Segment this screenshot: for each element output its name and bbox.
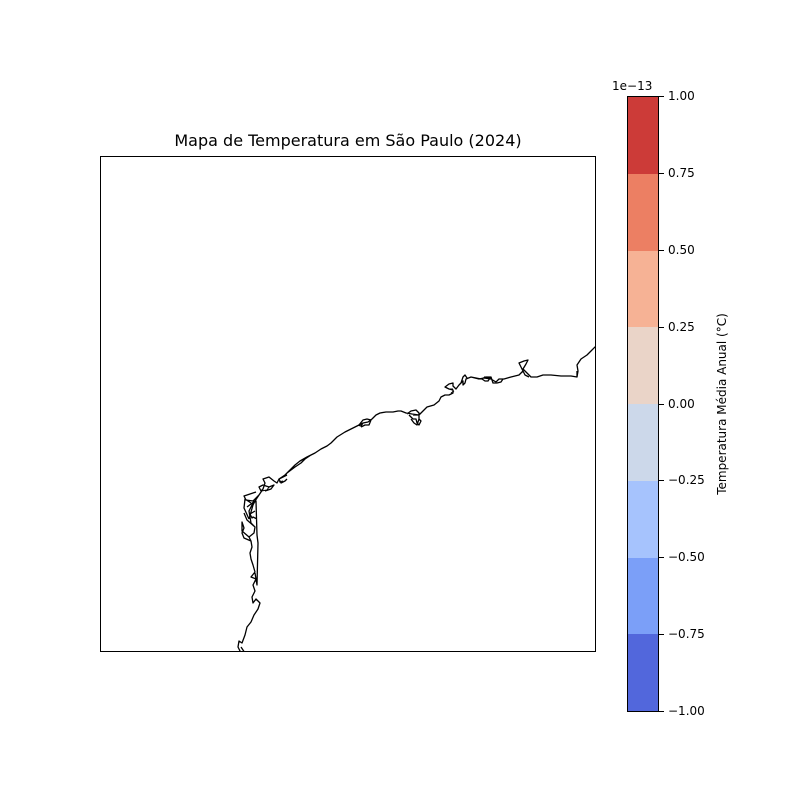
colorbar-level-2 <box>628 250 658 328</box>
colorbar-level-4 <box>628 404 658 482</box>
map-panel[interactable] <box>100 156 596 652</box>
colorbar-tick <box>659 403 664 405</box>
coastline-layer <box>237 346 595 651</box>
colorbar-tick <box>659 249 664 251</box>
colorbar-tick <box>659 634 664 636</box>
colorbar <box>627 96 659 712</box>
map-title: Mapa de Temperatura em São Paulo (2024) <box>174 131 522 150</box>
colorbar-tick-label: 0.75 <box>668 165 695 180</box>
colorbar-tick <box>659 557 664 559</box>
colorbar-tick <box>659 172 664 174</box>
colorbar-tick-label: 0.25 <box>668 319 695 334</box>
colorbar-level-3 <box>628 327 658 405</box>
colorbar-level-0 <box>628 97 658 175</box>
coastline <box>237 346 595 651</box>
colorbar-axis-label: Temperatura Média Anual (°C) <box>715 313 729 495</box>
colorbar-tick-label: 0.50 <box>668 242 695 257</box>
colorbar-tick <box>659 326 664 328</box>
colorbar-offset-label: 1e−13 <box>612 79 653 93</box>
colorbar-tick-label: −0.75 <box>668 627 705 642</box>
colorbar-tick <box>659 480 664 482</box>
coastline-fill <box>260 388 455 492</box>
colorbar-level-5 <box>628 480 658 558</box>
colorbar-tick-label: −1.00 <box>668 704 705 718</box>
colorbar-tick-label: −0.50 <box>668 550 705 565</box>
colorbar-level-6 <box>628 557 658 635</box>
colorbar-level-7 <box>628 634 658 711</box>
colorbar-tick-label: −0.25 <box>668 473 705 488</box>
colorbar-tick-label: 0.00 <box>668 396 695 411</box>
colorbar-level-1 <box>628 173 658 251</box>
colorbar-tick-label: 1.00 <box>668 89 695 103</box>
colorbar-tick <box>659 96 664 97</box>
colorbar-tick <box>659 711 664 712</box>
